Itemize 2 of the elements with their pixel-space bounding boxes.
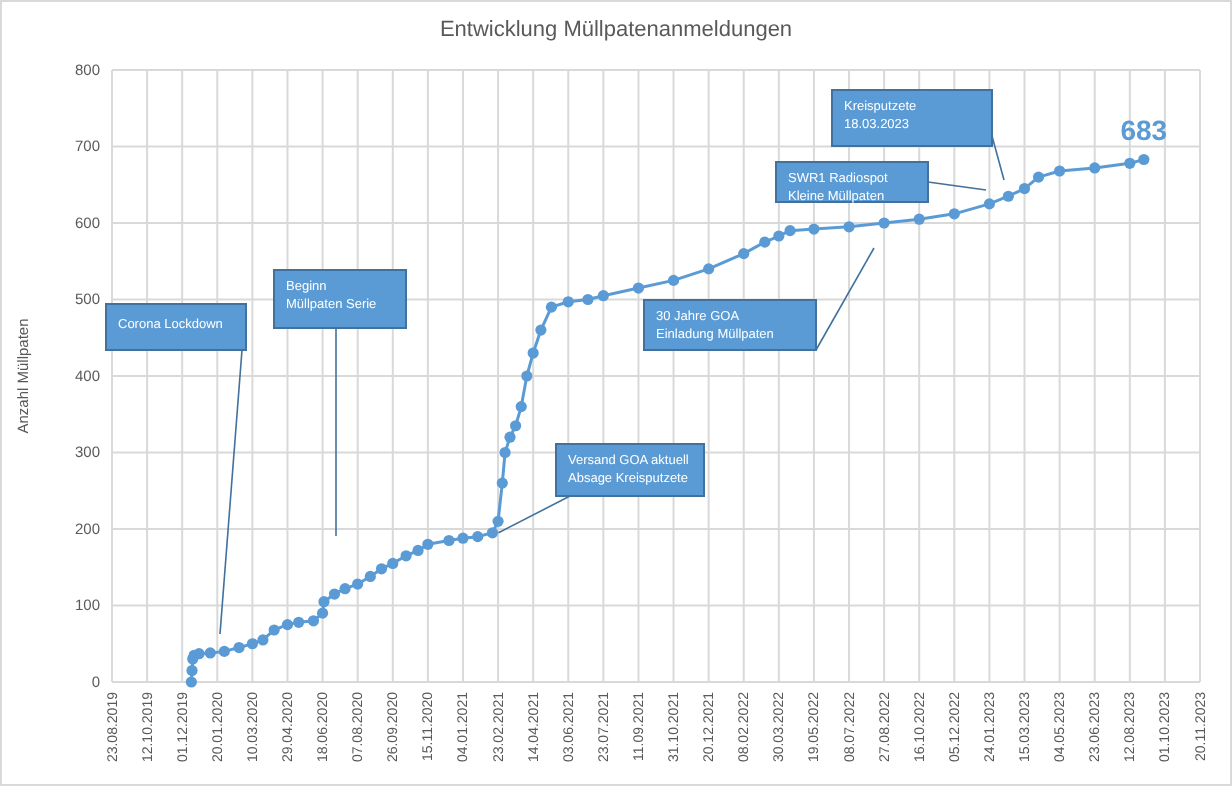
chart-title: Entwicklung Müllpatenanmeldungen bbox=[439, 18, 793, 42]
annotation: 683 bbox=[1120, 113, 1168, 146]
